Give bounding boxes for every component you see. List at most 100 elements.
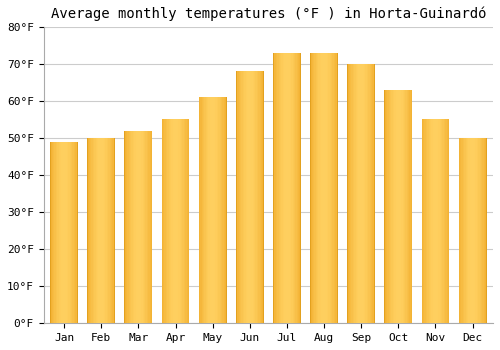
Bar [124, 131, 125, 323]
Bar [284, 53, 286, 323]
Bar [291, 53, 292, 323]
Bar [446, 119, 448, 323]
Bar [448, 119, 450, 323]
Bar [188, 119, 190, 323]
Bar [146, 131, 148, 323]
Bar [283, 53, 284, 323]
Bar [54, 142, 56, 323]
Bar [186, 119, 188, 323]
Bar [294, 53, 296, 323]
Bar [112, 138, 114, 323]
Bar [90, 138, 92, 323]
Bar [322, 53, 324, 323]
Bar [428, 119, 430, 323]
Bar [52, 142, 53, 323]
Bar [96, 138, 97, 323]
Bar [316, 53, 317, 323]
Bar [288, 53, 290, 323]
Bar [397, 90, 398, 323]
Bar [254, 71, 256, 323]
Bar [362, 64, 364, 323]
Bar [330, 53, 331, 323]
Bar [437, 119, 438, 323]
Bar [98, 138, 100, 323]
Bar [374, 64, 375, 323]
Bar [58, 142, 60, 323]
Bar [53, 142, 54, 323]
Title: Average monthly temperatures (°F ) in Horta-Guinardó: Average monthly temperatures (°F ) in Ho… [50, 7, 486, 21]
Bar [354, 64, 356, 323]
Bar [167, 119, 168, 323]
Bar [208, 97, 210, 323]
Bar [60, 142, 62, 323]
Bar [108, 138, 110, 323]
Bar [126, 131, 127, 323]
Bar [94, 138, 96, 323]
Bar [478, 138, 480, 323]
Bar [300, 53, 301, 323]
Bar [485, 138, 486, 323]
Bar [140, 131, 141, 323]
Bar [445, 119, 446, 323]
Bar [282, 53, 283, 323]
Bar [476, 138, 477, 323]
Bar [276, 53, 277, 323]
Bar [314, 53, 316, 323]
Bar [357, 64, 358, 323]
Bar [471, 138, 472, 323]
Bar [251, 71, 252, 323]
Bar [252, 71, 254, 323]
Bar [66, 142, 67, 323]
Bar [334, 53, 335, 323]
Bar [150, 131, 151, 323]
Bar [176, 119, 177, 323]
Bar [106, 138, 107, 323]
Bar [136, 131, 137, 323]
Bar [460, 138, 462, 323]
Bar [236, 71, 238, 323]
Bar [280, 53, 281, 323]
Bar [100, 138, 101, 323]
Bar [93, 138, 94, 323]
Bar [370, 64, 371, 323]
Bar [224, 97, 225, 323]
Bar [404, 90, 406, 323]
Bar [384, 90, 385, 323]
Bar [214, 97, 216, 323]
Bar [364, 64, 366, 323]
Bar [292, 53, 294, 323]
Bar [172, 119, 174, 323]
Bar [320, 53, 322, 323]
Bar [142, 131, 144, 323]
Bar [434, 119, 436, 323]
Bar [444, 119, 445, 323]
Bar [170, 119, 172, 323]
Bar [206, 97, 207, 323]
Bar [441, 119, 442, 323]
Bar [225, 97, 226, 323]
Bar [472, 138, 474, 323]
Bar [260, 71, 261, 323]
Bar [400, 90, 401, 323]
Bar [360, 64, 361, 323]
Bar [458, 138, 460, 323]
Bar [432, 119, 434, 323]
Bar [336, 53, 338, 323]
Bar [326, 53, 327, 323]
Bar [298, 53, 300, 323]
Bar [332, 53, 334, 323]
Bar [438, 119, 440, 323]
Bar [222, 97, 224, 323]
Bar [203, 97, 204, 323]
Bar [104, 138, 106, 323]
Bar [164, 119, 166, 323]
Bar [68, 142, 70, 323]
Bar [374, 64, 375, 323]
Bar [70, 142, 71, 323]
Bar [392, 90, 393, 323]
Bar [148, 131, 150, 323]
Bar [141, 131, 142, 323]
Bar [76, 142, 78, 323]
Bar [180, 119, 181, 323]
Bar [163, 119, 164, 323]
